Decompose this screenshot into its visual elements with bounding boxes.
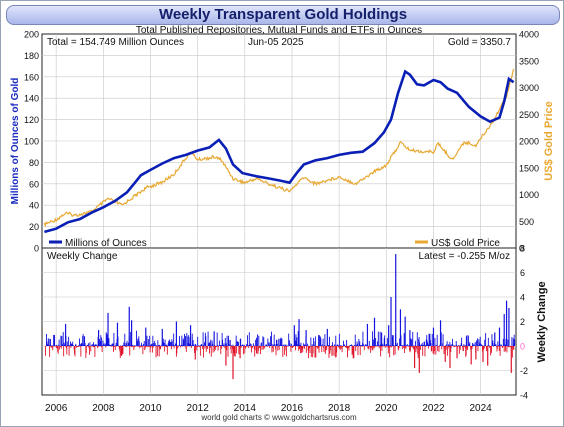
info-date: Jun-05 2025 (248, 37, 304, 48)
y2-axis-title: US$ Gold Price (543, 101, 555, 180)
x-tick-label: 2012 (187, 403, 210, 414)
y-tick-label: 120 (24, 115, 39, 125)
x-tick-label: 2016 (281, 403, 304, 414)
bottom-y-axis-title: Weekly Change (536, 281, 548, 362)
y-tick-label: 80 (29, 158, 39, 168)
latest-change-label: Latest = -0.255 M/oz (419, 251, 510, 262)
y2-tick-label: 4000 (519, 30, 539, 40)
y2-tick-label: 0 (519, 244, 524, 254)
y2-tick-label: 2500 (519, 110, 539, 120)
bottom-y-tick-label: 2 (520, 317, 525, 327)
top-gridlines (42, 34, 516, 248)
x-tick-label: 2008 (92, 403, 115, 414)
bottom-y-tick-label: 0 (520, 342, 525, 352)
x-tick-label: 2020 (375, 403, 398, 414)
weekly-change-bars (45, 254, 516, 380)
gold-price-line (43, 68, 515, 228)
y-tick-label: 100 (24, 137, 39, 147)
info-gold: Gold = 3350.7 (448, 37, 512, 48)
bottom-y-tick-label: -2 (520, 366, 528, 376)
chart-title: Weekly Transparent Gold Holdings (158, 6, 408, 23)
y-tick-label: 40 (29, 201, 39, 211)
y2-tick-label: 1500 (519, 163, 539, 173)
y-axis-title: Millions of Ounces of Gold (10, 78, 21, 205)
y-tick-label: 160 (24, 72, 39, 82)
bottom-y-tick-label: -4 (520, 391, 528, 401)
y-tick-label: 0 (34, 244, 39, 254)
top-y-ticks: 0 20 40 60 80 100 120 140 160 180 200 (24, 30, 39, 254)
x-tick-label: 2024 (470, 403, 493, 414)
y-tick-label: 200 (24, 30, 39, 40)
x-axis-ticks: 2006 2008 2010 2012 2014 2016 2018 2020 2022 2024 (45, 403, 492, 414)
x-tick-label: 2006 (45, 403, 68, 414)
y-tick-label: 20 (29, 222, 39, 232)
bottom-y-tick-label: 6 (520, 268, 525, 278)
y2-tick-label: 3500 (519, 56, 539, 66)
x-tick-label: 2022 (422, 403, 445, 414)
legend-ounces-label: Millions of Ounces (65, 238, 147, 249)
info-total: Total = 154.749 Million Ounces (47, 37, 184, 48)
y2-tick-label: 2000 (519, 137, 539, 147)
weekly-change-label: Weekly Change (47, 251, 118, 262)
y-tick-label: 180 (24, 51, 39, 61)
y-tick-label: 60 (29, 179, 39, 189)
bottom-y-tick-label: 4 (520, 293, 525, 303)
title-bar: Weekly Transparent Gold Holdings (6, 5, 560, 25)
ounces-line (44, 69, 515, 234)
top-y2-ticks: 0 500 1000 1500 2000 2500 3000 3500 4000 (519, 30, 539, 254)
y2-tick-label: 500 (519, 217, 534, 227)
y-tick-label: 140 (24, 94, 39, 104)
bottom-y-tick-label: 8 (520, 244, 525, 254)
bottom-y-ticks: -4 -2 0 2 4 6 8 (520, 244, 528, 401)
credit-text: world gold charts © www.goldchartsrus.co… (200, 413, 357, 422)
chart-subtitle: Total Published Repositories, Mutual Fun… (136, 25, 422, 36)
legend-price-label: US$ Gold Price (431, 238, 500, 249)
x-tick-label: 2014 (234, 403, 257, 414)
y2-tick-label: 1000 (519, 190, 539, 200)
y2-tick-label: 3000 (519, 83, 539, 93)
x-tick-label: 2018 (328, 403, 351, 414)
x-tick-label: 2010 (139, 403, 162, 414)
